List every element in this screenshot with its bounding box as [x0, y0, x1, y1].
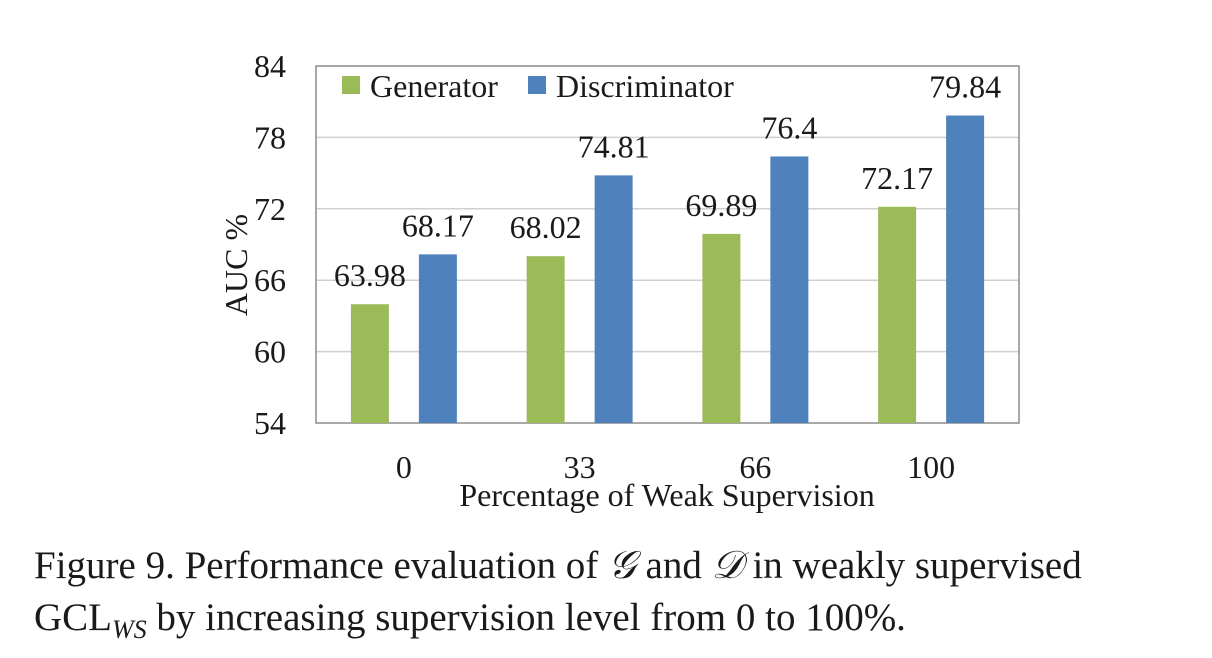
bar-generator-100	[878, 206, 917, 423]
bar-chart: 54 60 66 72 78 84 63.98 68.17 68.02 74.81 69.89 76…	[218, 48, 1020, 513]
plot-frame	[315, 65, 1020, 424]
legend-label-discriminator: Discriminator	[556, 68, 734, 104]
value-label: 63.98	[334, 257, 406, 293]
bar-generator-66	[702, 233, 741, 423]
y-tick-labels: 54 60 66 72 78 84	[254, 48, 286, 441]
y-tick-label: 66	[254, 262, 286, 298]
value-label: 76.4	[761, 109, 817, 145]
x-tick-labels: 0 33 66 100	[396, 449, 955, 485]
bars	[350, 115, 985, 423]
caption-lead: Figure 9. Performance evaluation of	[34, 544, 608, 587]
bar-discriminator-100	[946, 115, 985, 423]
x-tick-label: 66	[739, 449, 771, 485]
legend-label-generator: Generator	[370, 68, 498, 104]
value-label: 69.89	[685, 187, 757, 223]
caption-tail: by increasing supervision level from 0 t…	[146, 596, 906, 639]
y-tick-label: 60	[254, 334, 286, 370]
value-label: 79.84	[929, 69, 1001, 105]
bar-generator-0	[350, 304, 389, 423]
x-axis-label: Percentage of Weak Supervision	[459, 477, 874, 513]
y-tick-label: 84	[254, 48, 286, 84]
y-tick-label: 72	[254, 191, 286, 227]
figure-caption: Figure 9. Performance evaluation of 𝒢 an…	[34, 540, 1204, 644]
caption-generator-symbol: 𝒢	[607, 544, 636, 587]
legend-swatch-discriminator	[528, 76, 546, 94]
x-tick-label: 100	[907, 449, 955, 485]
caption-and: and	[635, 544, 712, 587]
value-labels: 63.98 68.17 68.02 74.81 69.89 76.4 72.17 79.84	[334, 69, 1001, 294]
bar-discriminator-33	[594, 175, 633, 423]
value-label: 68.02	[510, 209, 582, 245]
y-tick-label: 78	[254, 119, 286, 155]
value-label: 74.81	[578, 128, 650, 164]
caption-discriminator-symbol: 𝒟	[711, 544, 743, 587]
bar-discriminator-66	[770, 156, 809, 423]
value-label: 68.17	[402, 207, 474, 243]
bar-discriminator-0	[418, 254, 457, 423]
x-tick-label: 0	[396, 449, 412, 485]
legend-swatch-generator	[342, 76, 360, 94]
y-tick-label: 54	[254, 405, 286, 441]
legend: Generator Discriminator	[342, 68, 734, 104]
caption-mid: in weakly supervised GCL	[34, 544, 1082, 639]
x-tick-label: 33	[564, 449, 596, 485]
y-axis-label: AUC %	[218, 214, 254, 316]
bar-generator-33	[526, 256, 565, 423]
value-label: 72.17	[861, 160, 933, 196]
caption-subscript: WS	[112, 615, 147, 644]
